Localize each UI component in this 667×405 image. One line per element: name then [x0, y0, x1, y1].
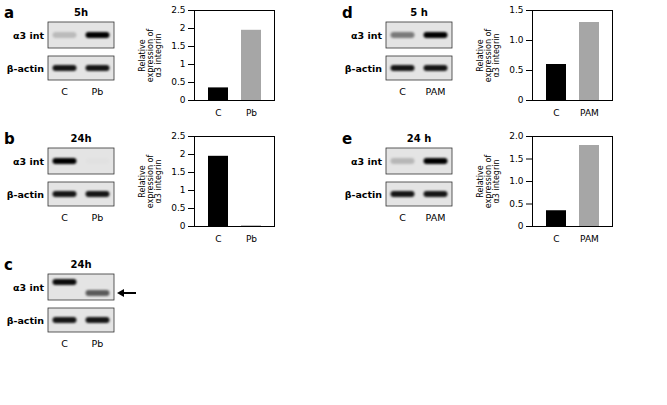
svg-text:β-actin: β-actin — [7, 189, 45, 200]
svg-text:Pb: Pb — [92, 212, 104, 223]
svg-text:β-actin: β-actin — [7, 315, 45, 326]
svg-text:1: 1 — [180, 185, 186, 195]
svg-text:a: a — [4, 4, 14, 22]
svg-text:1.5: 1.5 — [509, 154, 523, 164]
svg-text:0: 0 — [180, 95, 186, 105]
svg-text:2: 2 — [180, 23, 186, 33]
svg-text:24h: 24h — [70, 133, 91, 144]
svg-text:Relativeexpression ofα3 integr: Relativeexpression ofα3 integrin — [138, 29, 163, 83]
svg-text:Pb: Pb — [92, 338, 104, 349]
svg-text:α3 int: α3 int — [351, 156, 382, 167]
svg-text:C: C — [215, 234, 221, 244]
svg-text:Pb: Pb — [246, 108, 257, 118]
svg-text:1: 1 — [180, 59, 186, 69]
svg-text:1.0: 1.0 — [509, 176, 524, 186]
svg-text:C: C — [399, 86, 406, 97]
svg-text:Relativeexpression ofα3 integr: Relativeexpression ofα3 integrin — [476, 29, 501, 83]
svg-text:c: c — [4, 256, 13, 274]
svg-text:1.5: 1.5 — [171, 167, 185, 177]
svg-text:C: C — [553, 108, 559, 118]
svg-text:0: 0 — [518, 221, 524, 231]
svg-text:2.0: 2.0 — [509, 131, 524, 141]
svg-text:PAM: PAM — [426, 212, 446, 223]
svg-text:Pb: Pb — [246, 234, 257, 244]
svg-text:PAM: PAM — [580, 108, 599, 118]
svg-text:Relativeexpression ofα3 integr: Relativeexpression ofα3 integrin — [476, 155, 501, 209]
svg-text:Relativeexpression ofα3 integr: Relativeexpression ofα3 integrin — [138, 155, 163, 209]
svg-text:5 h: 5 h — [410, 7, 428, 18]
svg-text:PAM: PAM — [426, 86, 446, 97]
svg-text:α3 int: α3 int — [13, 30, 44, 41]
svg-text:b: b — [4, 130, 15, 148]
svg-text:β-actin: β-actin — [7, 63, 45, 74]
svg-text:2.5: 2.5 — [171, 131, 185, 141]
svg-text:C: C — [61, 338, 68, 349]
svg-text:24h: 24h — [70, 259, 91, 270]
svg-text:1.0: 1.0 — [509, 35, 524, 45]
svg-text:C: C — [399, 212, 406, 223]
svg-text:0.5: 0.5 — [171, 203, 185, 213]
svg-text:β-actin: β-actin — [345, 189, 383, 200]
svg-text:C: C — [553, 234, 559, 244]
svg-text:5h: 5h — [74, 7, 88, 18]
svg-text:d: d — [342, 4, 353, 22]
svg-text:β-actin: β-actin — [345, 63, 383, 74]
svg-text:0: 0 — [180, 221, 186, 231]
svg-text:0.5: 0.5 — [171, 77, 185, 87]
svg-text:PAM: PAM — [580, 234, 599, 244]
svg-text:0.5: 0.5 — [509, 65, 523, 75]
svg-text:α3 int: α3 int — [351, 30, 382, 41]
svg-text:Pb: Pb — [92, 86, 104, 97]
svg-text:2: 2 — [180, 149, 186, 159]
svg-text:C: C — [215, 108, 221, 118]
svg-text:e: e — [342, 130, 352, 148]
svg-text:C: C — [61, 212, 68, 223]
svg-text:0: 0 — [518, 95, 524, 105]
svg-text:α3 int: α3 int — [13, 156, 44, 167]
svg-text:24 h: 24 h — [407, 133, 432, 144]
svg-text:C: C — [61, 86, 68, 97]
svg-text:2.5: 2.5 — [171, 5, 185, 15]
svg-text:1.5: 1.5 — [509, 5, 523, 15]
svg-text:1.5: 1.5 — [171, 41, 185, 51]
svg-text:0.5: 0.5 — [509, 199, 523, 209]
svg-text:α3 int: α3 int — [13, 282, 44, 293]
